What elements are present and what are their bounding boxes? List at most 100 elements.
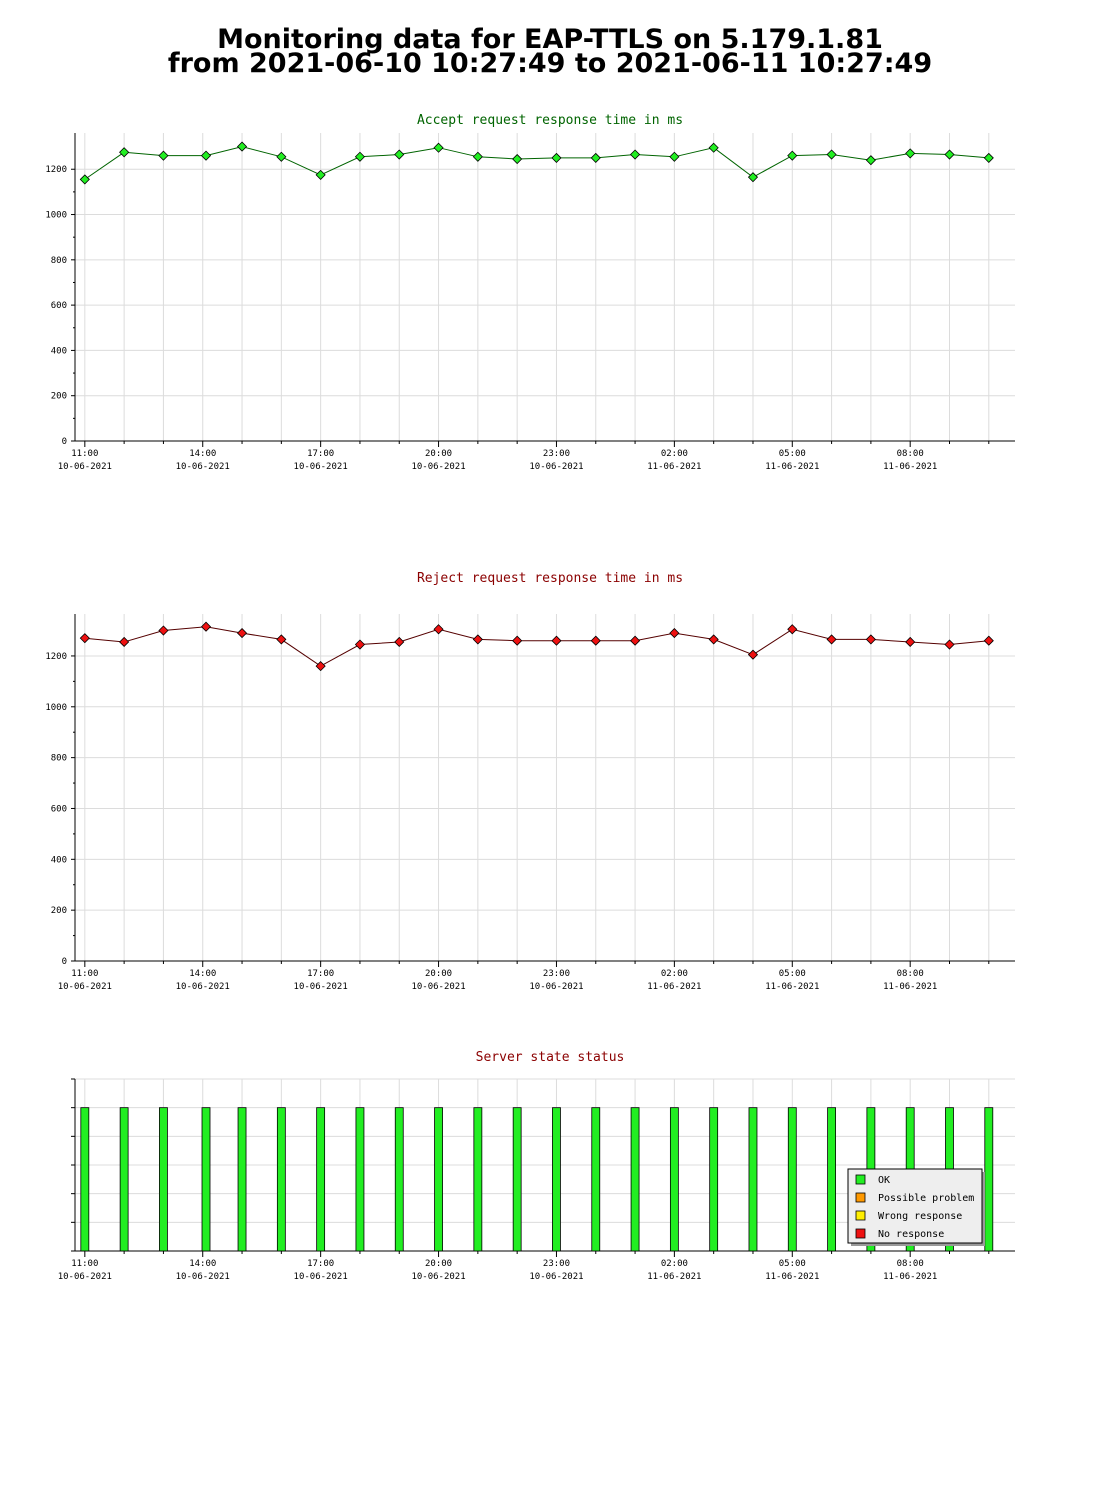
data-point: [865, 155, 876, 166]
x-tick-labels: 11:00 10-06-2021 14:00 10-06-2021 17:00 10-06…: [58, 1259, 938, 1282]
x-tick-date: 10-06-2021: [411, 462, 465, 472]
status-bar: [316, 1107, 326, 1252]
data-point: [551, 152, 562, 163]
x-tick-date: 10-06-2021: [58, 462, 112, 472]
status-bar: [473, 1107, 483, 1252]
data-point: [512, 153, 523, 165]
data-point: [905, 148, 916, 159]
vertical-gridlines: [84, 133, 990, 447]
legend-swatch: [855, 1210, 866, 1221]
x-tick-date: 10-06-2021: [176, 982, 230, 992]
x-tick-date: 11-06-2021: [647, 462, 701, 472]
status-bar: [237, 1107, 247, 1252]
status-bar: [827, 1107, 836, 1252]
data-point: [590, 635, 601, 646]
x-tick-time: 08:00: [897, 969, 924, 979]
x-tick-time: 20:00: [425, 969, 452, 979]
data-point: [158, 150, 169, 161]
accept-response-chart: 0 200 400 600 800 1000 1200 11:00 10-06-2021 14:0…: [45, 133, 1015, 472]
status-bar: [159, 1107, 168, 1252]
vertical-gridlines: [84, 614, 990, 967]
x-tick-time: 20:00: [425, 449, 452, 459]
data-point: [826, 634, 837, 645]
data-point: [669, 628, 680, 639]
status-bar: [709, 1107, 719, 1252]
data-point: [905, 636, 916, 648]
legend-label: Wrong response: [878, 1211, 962, 1222]
y-tick-label: 0: [62, 437, 67, 447]
x-tick-date: 11-06-2021: [765, 982, 819, 992]
x-tick-date: 11-06-2021: [883, 982, 937, 992]
x-tick-date: 11-06-2021: [647, 1272, 701, 1282]
data-point: [315, 661, 326, 672]
y-tick-label: 600: [51, 804, 67, 814]
data-point: [276, 151, 287, 162]
x-tick-date: 10-06-2021: [411, 1272, 465, 1282]
x-tick-time: 17:00: [307, 1259, 334, 1269]
status-bar: [669, 1107, 679, 1252]
y-tick-label: 1200: [45, 652, 67, 662]
data-point: [472, 151, 483, 162]
data-point: [394, 636, 405, 648]
x-tick-time: 20:00: [425, 1259, 452, 1269]
data-point: [394, 149, 405, 160]
x-tick-time: 05:00: [779, 449, 806, 459]
x-tick-time: 02:00: [661, 1259, 688, 1269]
reject-chart-title: Reject request response time in ms: [416, 571, 684, 586]
status-chart-title: Server state status: [475, 1050, 625, 1065]
series-line: [84, 626, 989, 667]
x-tick-date: 10-06-2021: [176, 462, 230, 472]
legend-label: No response: [878, 1229, 944, 1240]
data-point: [315, 169, 326, 180]
status-bar: [591, 1107, 601, 1252]
y-tick-label: 1000: [45, 703, 67, 713]
x-tick-time: 17:00: [307, 969, 334, 979]
data-point: [354, 151, 366, 162]
legend-label: OK: [878, 1175, 890, 1186]
page-title-line-2: from 2021-06-10 10:27:49 to 2021-06-11 1…: [167, 48, 933, 79]
data-point: [630, 635, 641, 646]
y-tick-label: 1200: [45, 165, 67, 175]
data-point: [826, 149, 837, 160]
data-point: [551, 635, 562, 646]
x-tick-time: 11:00: [71, 969, 98, 979]
x-tick-date: 10-06-2021: [294, 982, 348, 992]
data-point: [787, 150, 798, 161]
y-tick-label: 200: [51, 906, 67, 916]
y-tick-label: 600: [51, 301, 67, 311]
x-tick-date: 11-06-2021: [883, 462, 937, 472]
x-tick-time: 14:00: [189, 449, 216, 459]
data-point: [983, 635, 994, 646]
data-point: [708, 142, 719, 153]
status-bar: [355, 1107, 365, 1252]
accept-chart-title: Accept request response time in ms: [416, 113, 684, 128]
x-tick-date: 10-06-2021: [176, 1272, 230, 1282]
data-point: [590, 152, 601, 163]
x-tick-date: 11-06-2021: [647, 982, 701, 992]
data-point: [200, 621, 212, 632]
status-bar: [748, 1107, 758, 1252]
x-tick-date: 10-06-2021: [529, 982, 583, 992]
x-tick-date: 11-06-2021: [765, 462, 819, 472]
data-point: [472, 634, 483, 645]
status-bar: [394, 1107, 404, 1252]
data-points: [79, 141, 994, 185]
data-point: [787, 624, 798, 635]
legend-swatch: [855, 1192, 866, 1203]
legend-swatch: [855, 1174, 866, 1185]
data-point: [630, 149, 641, 160]
data-points: [79, 621, 994, 672]
data-point: [944, 639, 955, 650]
data-point: [433, 624, 444, 635]
status-bar: [276, 1107, 286, 1252]
x-tick-time: 08:00: [897, 1259, 924, 1269]
x-tick-labels: 11:00 10-06-2021 14:00 10-06-2021 17:00 10-06…: [58, 969, 938, 992]
x-tick-time: 05:00: [779, 1259, 806, 1269]
x-tick-date: 10-06-2021: [529, 1272, 583, 1282]
y-tick-label: 800: [51, 754, 67, 764]
data-point: [708, 634, 719, 645]
status-bar: [80, 1107, 90, 1252]
data-point: [79, 633, 90, 644]
status-bar: [434, 1107, 443, 1252]
x-tick-time: 23:00: [543, 449, 570, 459]
